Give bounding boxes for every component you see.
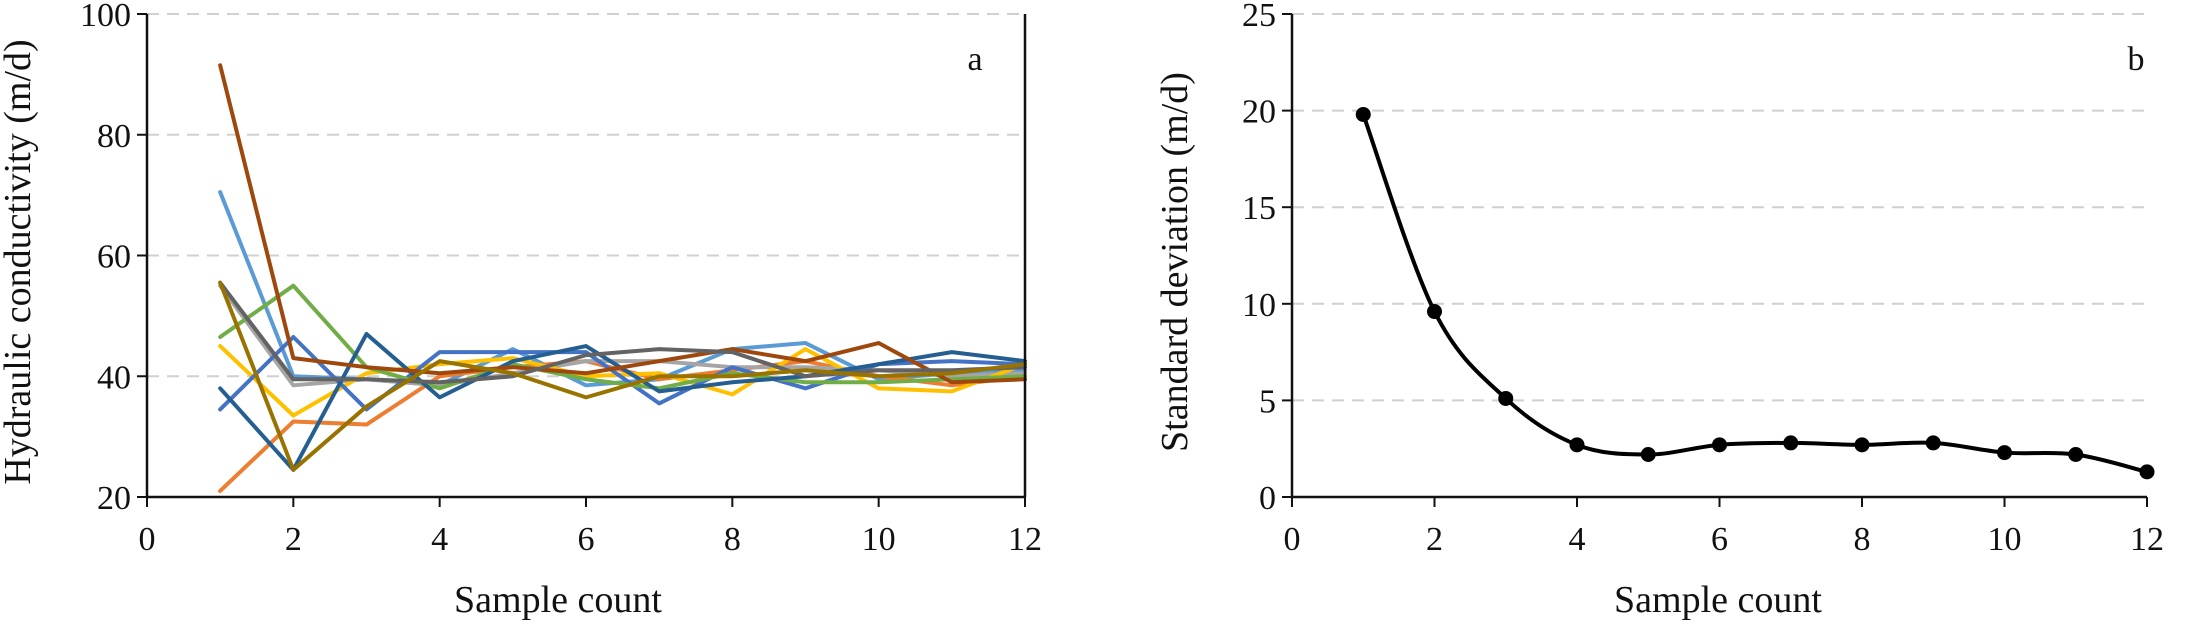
chart-b-data-point-9 [1925, 435, 1941, 451]
chart-a-x-tick-label: 12 [1008, 521, 1042, 558]
chart-b-y-tick-label: 25 [1242, 0, 1276, 34]
chart-a-y-tick-label: 80 [97, 118, 131, 155]
chart-a-x-tick-label: 6 [578, 521, 595, 558]
chart-b-x-tick-label: 8 [1854, 521, 1871, 558]
chart-a-series-line-9 [218, 280, 1027, 385]
chart-b-data-point-7 [1783, 435, 1799, 451]
chart-a-x-ticks: 0 2 4 6 8 10 12 [139, 497, 1042, 558]
chart-b-series [1355, 106, 2155, 480]
chart-a-y-tick-label: 100 [80, 0, 131, 34]
chart-a: 20 40 60 80 100 0 2 4 6 8 10 12 a Sample count Hyd… [0, 0, 1042, 621]
chart-b-axes [1290, 14, 2147, 499]
chart-a-series [218, 63, 1027, 493]
chart-b-data-point-10 [1997, 445, 2012, 461]
chart-b-panel-label: b [2128, 41, 2145, 78]
chart-b-data-point-1 [1355, 106, 1371, 122]
chart-b-series-line-1 [1361, 112, 2149, 474]
chart-a-x-tick-label: 10 [862, 521, 896, 558]
chart-b-y-tick-label: 5 [1259, 383, 1276, 420]
chart-b-y-tick-label: 15 [1242, 190, 1276, 227]
chart-a-y-tick-label: 20 [97, 480, 131, 517]
chart-b-data-point-11 [2068, 446, 2084, 462]
chart-b-x-tick-label: 4 [1569, 521, 1586, 558]
chart-b-y-ticks: 0 5 10 15 20 25 [1242, 0, 1292, 517]
chart-a-y-tick-label: 60 [97, 239, 131, 276]
chart-b: 0 5 10 15 20 25 0 2 4 6 8 10 12 b Sample count Stan… [1154, 0, 2164, 621]
chart-a-panel-label: a [967, 41, 982, 78]
chart-b-x-tick-label: 0 [1284, 521, 1301, 558]
chart-a-x-tick-label: 0 [139, 521, 156, 558]
chart-b-data-point-2 [1427, 304, 1442, 320]
chart-a-y-axis-title: Hydraulic conductivity (m/d) [0, 39, 39, 484]
chart-b-x-tick-label: 10 [1988, 521, 2022, 558]
chart-b-x-tick-label: 12 [2130, 521, 2164, 558]
chart-a-x-tick-label: 8 [724, 521, 741, 558]
chart-a-x-tick-label: 4 [431, 521, 448, 558]
chart-a-series-line-8 [218, 63, 1027, 385]
chart-a-series-line-10 [218, 280, 1027, 472]
chart-a-x-tick-label: 2 [285, 521, 302, 558]
chart-a-x-axis-title: Sample count [454, 579, 662, 621]
chart-b-data-point-4 [1569, 437, 1585, 453]
chart-b-data-point-12 [2139, 464, 2155, 480]
chart-b-grid [1292, 13, 2147, 402]
chart-b-data-point-3 [1498, 390, 1514, 406]
chart-b-x-tick-label: 6 [1711, 521, 1728, 558]
chart-b-y-axis-title: Standard deviation (m/d) [1154, 72, 1196, 452]
chart-b-x-ticks: 0 2 4 6 8 10 12 [1284, 497, 2164, 558]
chart-b-y-tick-label: 0 [1259, 480, 1276, 517]
chart-b-data-point-5 [1640, 446, 1656, 462]
chart-b-y-tick-label: 20 [1242, 94, 1276, 131]
chart-a-grid [147, 13, 1025, 378]
chart-b-x-tick-label: 2 [1426, 521, 1443, 558]
chart-b-x-axis-title: Sample count [1614, 579, 1822, 621]
chart-a-y-tick-label: 40 [97, 359, 131, 396]
chart-a-y-ticks: 20 40 60 80 100 [80, 0, 147, 517]
chart-a-series-line-7 [218, 331, 1027, 472]
chart-b-y-tick-label: 10 [1242, 287, 1276, 324]
chart-b-data-point-8 [1854, 437, 1870, 453]
chart-b-data-point-6 [1712, 437, 1727, 453]
